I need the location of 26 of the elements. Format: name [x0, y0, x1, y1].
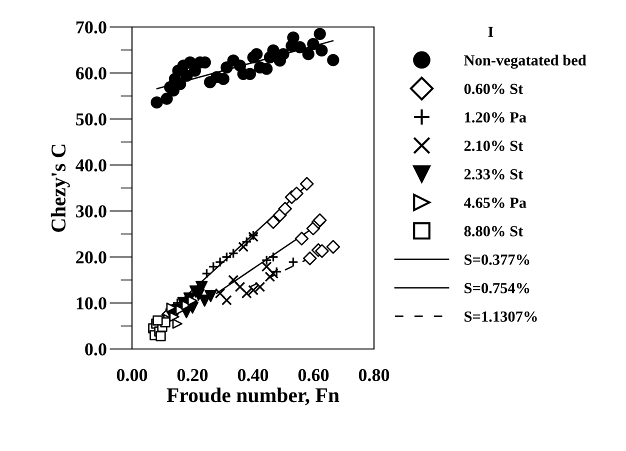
y-tick-label: 60.0 [76, 67, 106, 80]
legend-label: Non-vegatated bed [464, 54, 586, 69]
y-tick-label: 50.0 [76, 113, 106, 126]
legend-label: S=0.754% [464, 282, 530, 294]
y-tick-label: 40.0 [76, 159, 106, 172]
x-tick-label: 0.40 [238, 368, 268, 382]
legend-label: 4.65% Pa [464, 198, 526, 208]
legend-label: 2.10% St [464, 140, 524, 152]
x-tick-label: 0.00 [116, 368, 148, 382]
x-tick-label: 0.80 [358, 368, 390, 382]
x-tick-label: 0.60 [298, 368, 329, 382]
legend-label: 0.60% St [464, 84, 524, 94]
x-tick-label: 0.20 [177, 368, 208, 382]
legend-label: 1.20% Pa [464, 112, 526, 123]
legend-label: S=1.1307% [464, 311, 537, 322]
x-axis-title: Froude number, Fn [166, 388, 340, 406]
y-axis-title: Chezy's C [50, 144, 70, 232]
legend-title: I [488, 26, 494, 37]
y-tick-label: 70.0 [76, 21, 106, 34]
legend-label: 2.33% St [464, 169, 524, 180]
legend-label: S=0.377% [464, 254, 530, 265]
y-tick-label: 0.0 [85, 343, 106, 356]
y-tick-label: 30.0 [76, 205, 106, 218]
legend-label: 8.80% St [464, 226, 524, 236]
y-tick-label: 10.0 [76, 297, 106, 310]
y-tick-label: 20.0 [76, 251, 106, 264]
